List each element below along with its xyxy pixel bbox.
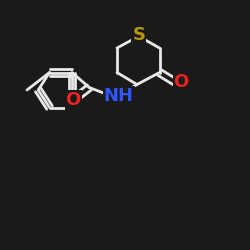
Text: O: O bbox=[66, 91, 81, 109]
Text: S: S bbox=[132, 26, 145, 44]
Text: O: O bbox=[174, 73, 189, 91]
Text: NH: NH bbox=[104, 87, 134, 105]
